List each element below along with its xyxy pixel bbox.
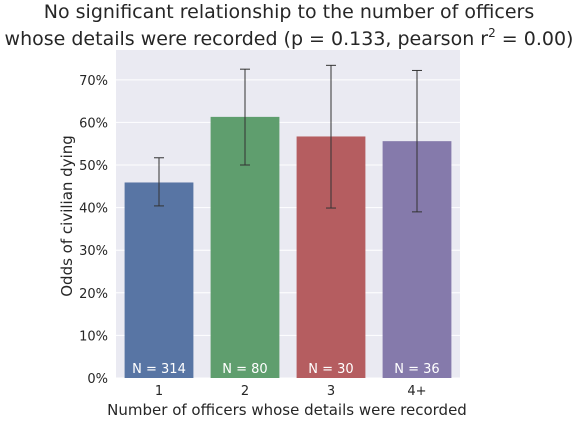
bar-labels: N = 314 N = 80 N = 30 N = 36 (132, 362, 440, 377)
error-bars (154, 64, 422, 213)
x-axis-label: Number of officers whose details were re… (107, 401, 467, 419)
x-tick-label: 1 (155, 384, 163, 399)
chart-title-line1: No significant relationship to the numbe… (44, 1, 534, 23)
x-tick-label: 3 (327, 384, 335, 399)
x-axis-ticks: 1 2 3 4+ (155, 384, 427, 399)
y-axis-ticks: 0% 10% 20% 30% 40% 50% 60% 70% (79, 74, 108, 387)
bar-count-label: N = 30 (308, 362, 353, 377)
y-tick-label: 60% (79, 116, 108, 131)
bar (124, 182, 194, 378)
bars (124, 116, 452, 378)
y-tick-label: 0% (87, 372, 108, 387)
y-axis-label: Odds of civilian dying (58, 135, 76, 297)
chart-title-superscript: 2 (488, 26, 496, 40)
bar-count-label: N = 36 (394, 362, 439, 377)
y-tick-label: 40% (79, 202, 108, 217)
chart-title-line2-suffix: = 0.00) (496, 28, 574, 50)
chart-title-line2: whose details were recorded (p = 0.133, … (5, 26, 574, 50)
y-tick-label: 30% (79, 244, 108, 259)
y-tick-label: 10% (79, 329, 108, 344)
x-tick-label: 4+ (407, 384, 426, 399)
y-tick-label: 20% (79, 287, 108, 302)
bar-count-label: N = 80 (222, 362, 267, 377)
bar-count-label: N = 314 (132, 362, 186, 377)
y-tick-label: 70% (79, 74, 108, 89)
y-tick-label: 50% (79, 159, 108, 174)
chart-title-line2-prefix: whose details were recorded (p = 0.133, … (5, 28, 489, 50)
x-tick-label: 2 (241, 384, 249, 399)
